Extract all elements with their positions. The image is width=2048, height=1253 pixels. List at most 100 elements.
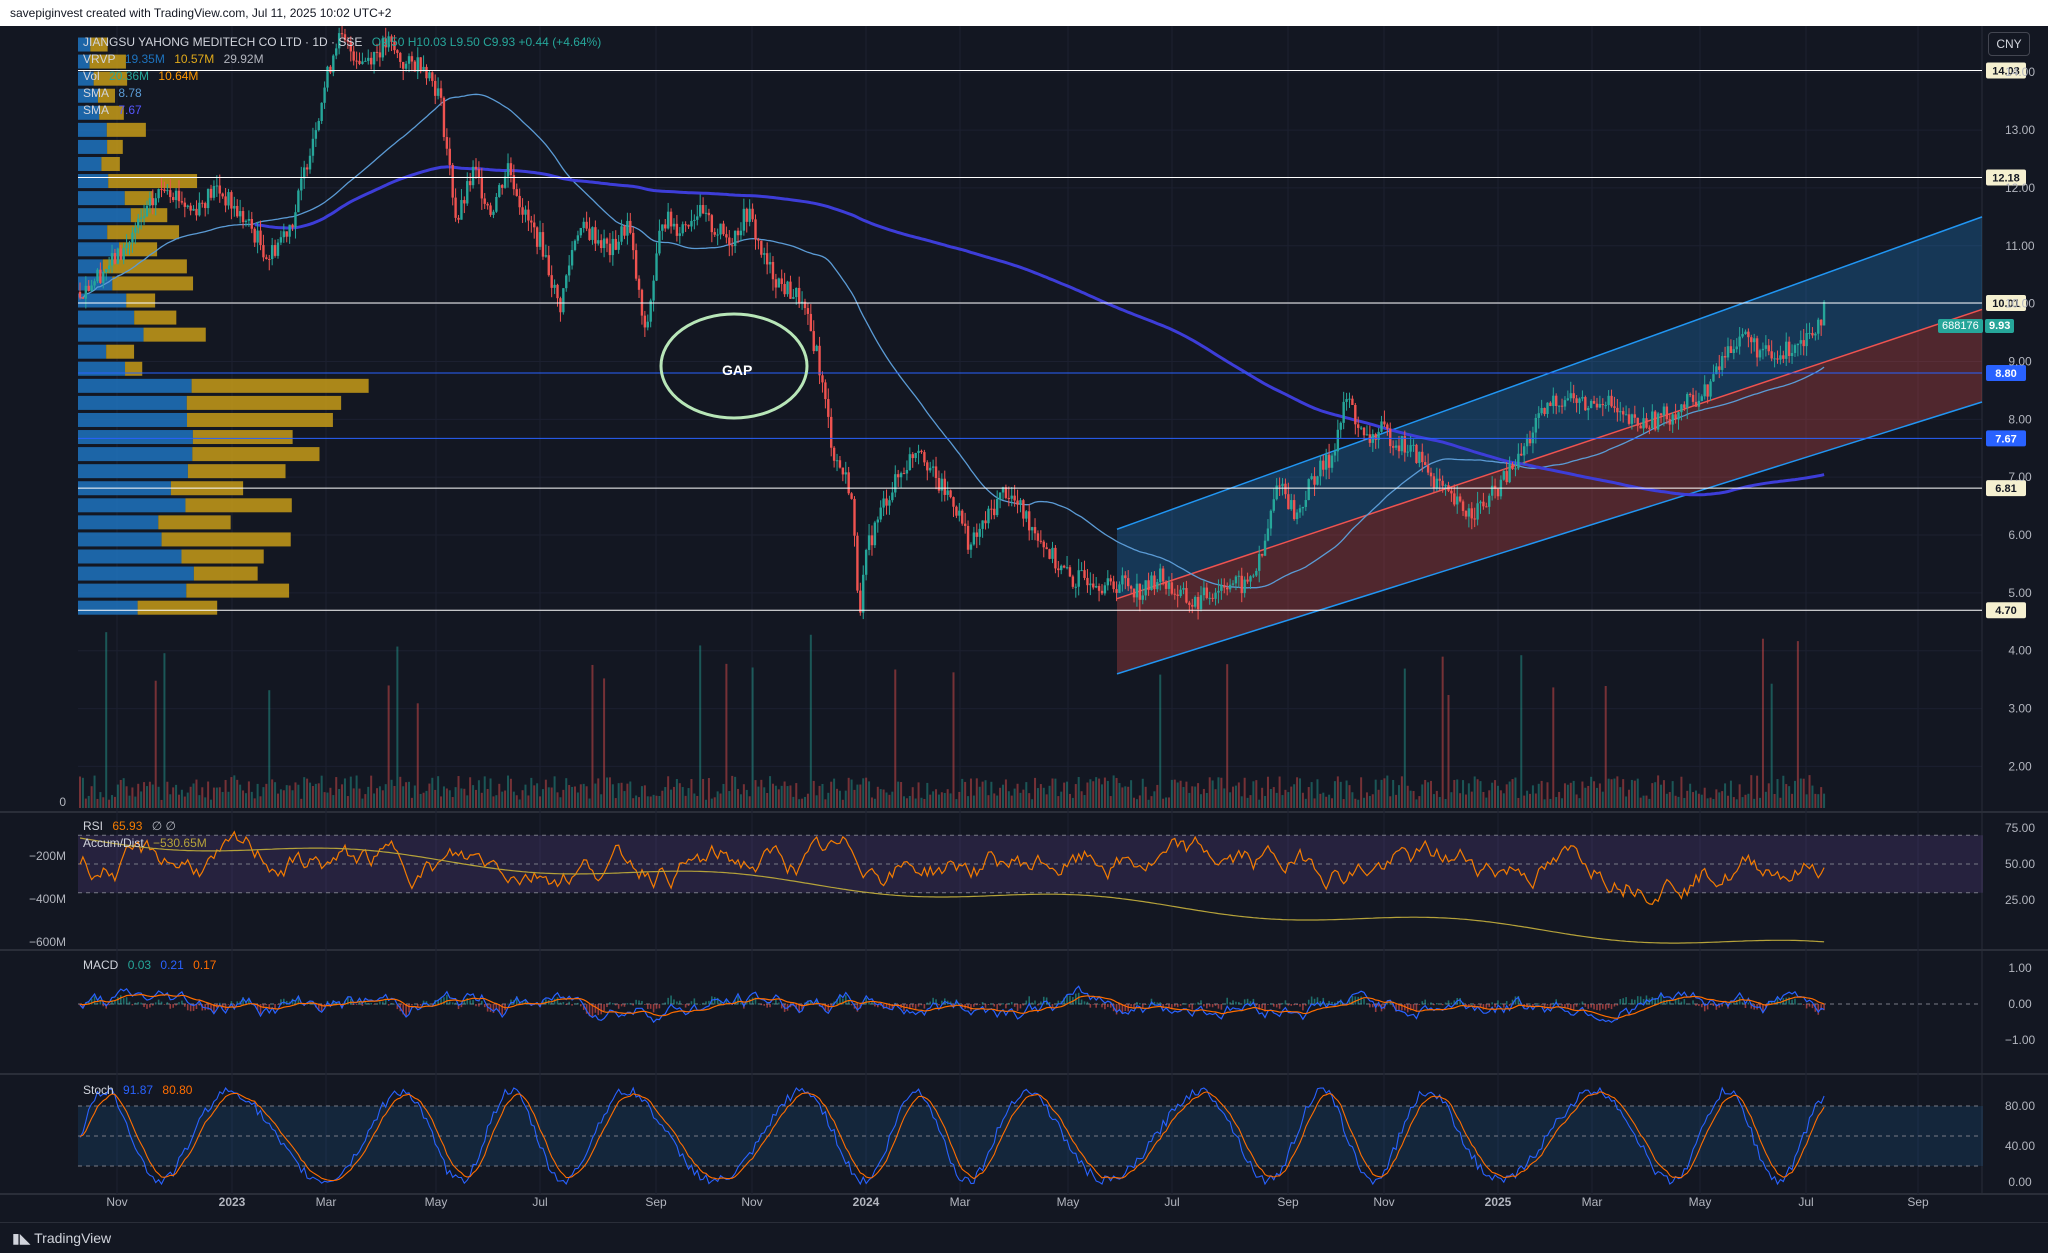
x-tick-label: May [1689,1195,1712,1209]
candle-body [736,230,740,236]
candle-body [238,211,242,217]
macd-histogram-bar [582,1004,585,1010]
candle-body [687,224,690,227]
volume-bar [282,790,285,808]
macd-histogram-bar [1200,1000,1202,1005]
volume-bar [79,776,81,808]
volume-bar [375,788,378,808]
volume-bar [1657,775,1660,808]
candle-body [1485,506,1488,508]
candle-body [940,478,944,491]
volume-bar [329,787,332,808]
candle-body [367,57,370,61]
rsi-axis-label: 50.00 [2005,857,2035,871]
candle-body [352,51,355,61]
candle-body [1805,333,1808,347]
vrvp-bar-up [78,430,193,445]
vrvp-bar-down [90,37,108,52]
price-tick-label: 2.00 [2008,759,2032,773]
candle-body [1560,405,1564,407]
macd-histogram-bar [571,1004,573,1006]
volume-bar [1124,786,1127,808]
macd-legend: MACD 0.03 0.21 0.17 [83,957,222,974]
volume-bar [279,789,282,808]
price-tick-label: 12.00 [2005,181,2035,195]
candle-body [1525,438,1529,447]
volume-bar [151,784,154,808]
candle-body [830,416,833,448]
vol-label[interactable]: Vol [83,69,100,83]
macd-histogram-bar [990,1003,993,1005]
macd-histogram-bar [1080,999,1083,1005]
candle-body [96,269,99,282]
footer-brand[interactable]: TradingView [34,1230,112,1246]
candle-body [722,223,725,235]
candle-body [495,196,498,212]
volume-bar [143,782,146,808]
ad-value: −530.65M [153,836,207,850]
volume-bar [993,793,996,808]
volume-bar [1173,779,1176,808]
candle-body [1316,476,1319,485]
macd-histogram-bar [355,1004,358,1005]
macd-histogram-bar [271,1003,273,1005]
x-tick-label: Jul [1164,1195,1179,1209]
volume-bar [99,792,102,808]
gap-annotation-label[interactable]: GAP [722,362,753,378]
candle-body [1269,510,1273,529]
volume-bar [291,790,294,808]
volume-bar [914,798,917,808]
symbol-name[interactable]: JIANGSU YAHONG MEDITECH CO LTD · 1D · SS… [83,35,363,49]
macd-histogram-bar [1430,1002,1432,1005]
candle-body [1656,413,1660,430]
vrvp-bar-up [78,310,135,325]
gap-annotation-circle[interactable] [659,312,809,420]
macd-histogram-bar [882,1004,885,1009]
currency-button[interactable]: CNY [1988,32,2030,56]
macd-histogram-bar [475,1004,477,1007]
macd-histogram-bar [1590,1004,1592,1008]
volume-bar [1581,781,1584,808]
rsi-label[interactable]: RSI [83,819,104,833]
candle-body [1537,413,1540,418]
macd-label[interactable]: MACD [83,958,119,972]
candle-body [90,285,93,291]
volume-bar [1010,795,1013,808]
sma-slow-label[interactable]: SMA [83,103,110,117]
volume-bar [466,795,469,808]
channel-lower-line [1116,401,1983,675]
volume-bar [1648,798,1651,808]
volume-bar [844,790,847,808]
macd-histogram-bar [676,1001,678,1005]
candle-body [1691,394,1695,402]
macd-histogram-bar [1272,1004,1275,1007]
macd-histogram-bar [996,1004,998,1011]
volume-bar [731,775,734,808]
candle-body [783,284,786,295]
volume-bar [559,797,562,808]
macd-histogram-bar [489,1004,492,1012]
candle-body [1735,346,1738,350]
candle-body [1630,414,1634,424]
volume-bar [1185,781,1188,808]
candle-body [1787,341,1791,357]
macd-histogram-bar [553,998,556,1005]
candle-body [407,56,411,64]
volume-bar [1590,776,1593,808]
vrvp-label[interactable]: VRVP [83,52,116,66]
macd-histogram-bar [262,1004,265,1009]
volume-bar [614,798,617,808]
macd-histogram-bar [938,1004,940,1006]
ad-label[interactable]: Accum/Dist [83,836,144,850]
volume-bar [463,788,466,808]
candle-body [1246,579,1249,582]
stoch-label[interactable]: Stoch [83,1083,114,1097]
sma-fast-label[interactable]: SMA [83,86,110,100]
macd-histogram-bar [186,1004,189,1011]
candle-body [716,234,719,236]
volume-bar [1252,781,1255,808]
macd-histogram-bar [1613,1004,1616,1007]
volume-bar [489,778,492,808]
volume-bar [1368,795,1371,808]
